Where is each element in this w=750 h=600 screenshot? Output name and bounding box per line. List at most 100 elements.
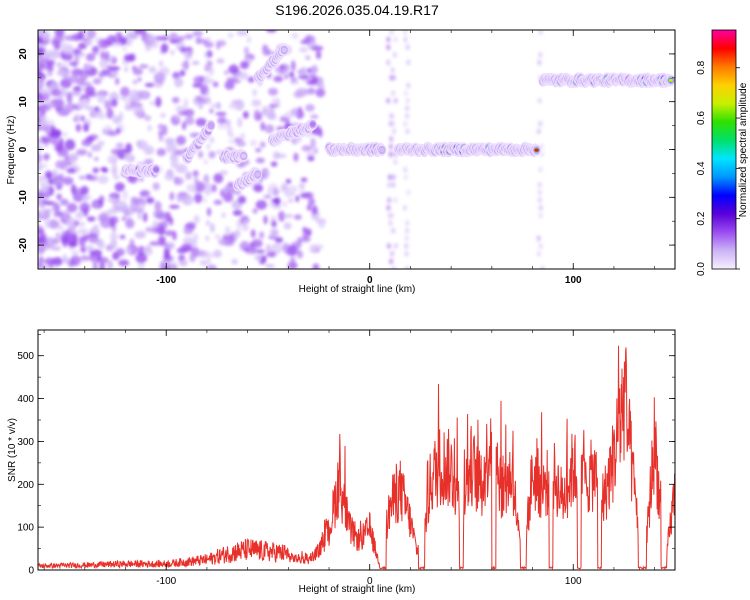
heatmap-cell — [195, 37, 203, 45]
heatmap-cell — [194, 181, 205, 193]
heatmap-cell — [60, 39, 67, 51]
heatmap-cell — [255, 147, 262, 153]
heatmap-cell — [386, 36, 391, 43]
heatmap-cell — [86, 216, 96, 222]
heatmap-cell — [404, 250, 409, 257]
heatmap-cell — [283, 63, 289, 74]
heatmap-cell — [306, 228, 312, 237]
heatmap-cell — [388, 151, 393, 158]
heatmap-cell — [85, 173, 93, 181]
heatmap-cell — [240, 132, 246, 141]
heatmap-cell — [38, 120, 49, 128]
heatmap-cell — [225, 226, 231, 237]
heatmap-cell — [406, 59, 411, 66]
heatmap-cell — [70, 255, 81, 267]
heatmap-cell — [178, 110, 188, 116]
heatmap-cell — [75, 123, 82, 132]
snr-x-tick-label: -100 — [156, 576, 176, 587]
heatmap-cell — [112, 42, 122, 47]
heatmap-cell — [38, 163, 48, 169]
heatmap-cell — [61, 210, 71, 221]
heatmap-cell — [278, 210, 286, 222]
heatmap-cell — [304, 55, 311, 60]
heatmap-cell — [403, 36, 408, 43]
heatmap-cell — [208, 150, 216, 159]
heatmap-cell — [164, 260, 169, 269]
heatmap-cell — [253, 184, 264, 193]
heatmap-cell — [107, 154, 118, 165]
heatmap-y-tick-label: 20 — [18, 48, 29, 60]
heatmap-cell — [192, 83, 203, 88]
heatmap-cell — [405, 128, 410, 135]
heatmap-cell — [92, 167, 100, 174]
heatmap-cell — [387, 174, 393, 181]
heatmap-cell — [379, 147, 385, 153]
heatmap-cell — [132, 208, 144, 213]
colorbar: 0.0 0.2 0.4 0.6 0.8 Normalized spectral ampl… — [696, 29, 749, 276]
heatmap-cell — [38, 46, 45, 56]
colorbar-tick-label: 0.8 — [696, 60, 707, 74]
heatmap-cell — [160, 112, 166, 119]
snr-y-tick-label: 500 — [17, 351, 34, 362]
heatmap-cell — [122, 189, 129, 201]
snr-y-tick-label: 200 — [17, 480, 34, 491]
heatmap-cell — [145, 44, 152, 52]
heatmap-cell — [281, 47, 287, 53]
heatmap-cell — [110, 231, 118, 243]
heatmap-cell — [538, 166, 543, 173]
heatmap-cell — [278, 69, 286, 75]
heatmap-cell — [308, 197, 316, 206]
heatmap-cell — [209, 103, 220, 108]
heatmap-cell — [537, 97, 542, 104]
heatmap-cell — [230, 64, 237, 71]
heatmap-cell — [105, 129, 115, 136]
heatmap-cell — [393, 243, 399, 250]
heatmap-cell — [38, 30, 43, 38]
heatmap-cell — [185, 171, 193, 181]
heatmap-cell — [77, 228, 89, 235]
heatmap-cell — [124, 103, 134, 111]
heatmap-cell — [53, 178, 62, 186]
heatmap-cell — [97, 175, 109, 184]
heatmap-cell — [41, 30, 51, 42]
heatmap-cell — [66, 92, 73, 103]
heatmap-cell — [175, 105, 186, 113]
heatmap-cell — [285, 178, 292, 185]
heatmap-cell — [85, 106, 95, 111]
heatmap-cell — [104, 51, 110, 62]
heatmap-cell — [165, 142, 178, 153]
heatmap-cell — [405, 97, 410, 104]
heatmap-cell — [206, 36, 211, 43]
heatmap-cell — [404, 227, 410, 234]
heatmap-cell — [199, 259, 208, 266]
heatmap-cell — [265, 263, 275, 269]
heatmap-cell — [213, 199, 223, 205]
heatmap-cell — [303, 191, 314, 199]
heatmap-cell — [194, 176, 199, 185]
heatmap-cell — [209, 108, 214, 114]
heatmap-cell — [101, 167, 109, 173]
heatmap-cell — [38, 115, 48, 122]
heatmap-cell — [53, 168, 58, 177]
heatmap-cell — [307, 67, 313, 74]
heatmap-x-tick-label: -100 — [156, 275, 176, 286]
heatmap-cell — [255, 199, 268, 210]
heatmap-y-tick-label: -20 — [18, 237, 29, 252]
heatmap-cell — [403, 166, 408, 173]
heatmap-cell — [169, 39, 181, 44]
heatmap-cell — [318, 220, 326, 229]
heatmap-cell — [38, 55, 46, 65]
heatmap-cell — [231, 258, 238, 265]
heatmap-cell — [290, 60, 296, 72]
heatmap-cell — [164, 230, 175, 237]
heatmap-cell — [176, 135, 187, 146]
snr-x-axis-label: Height of straight line (km) — [299, 584, 416, 595]
heatmap-cell — [46, 123, 52, 133]
heatmap-cell — [75, 211, 84, 219]
heatmap-cell — [205, 90, 210, 97]
heatmap-cell — [298, 74, 309, 80]
heatmap-cell — [192, 232, 199, 243]
heatmap-cell — [195, 95, 203, 104]
